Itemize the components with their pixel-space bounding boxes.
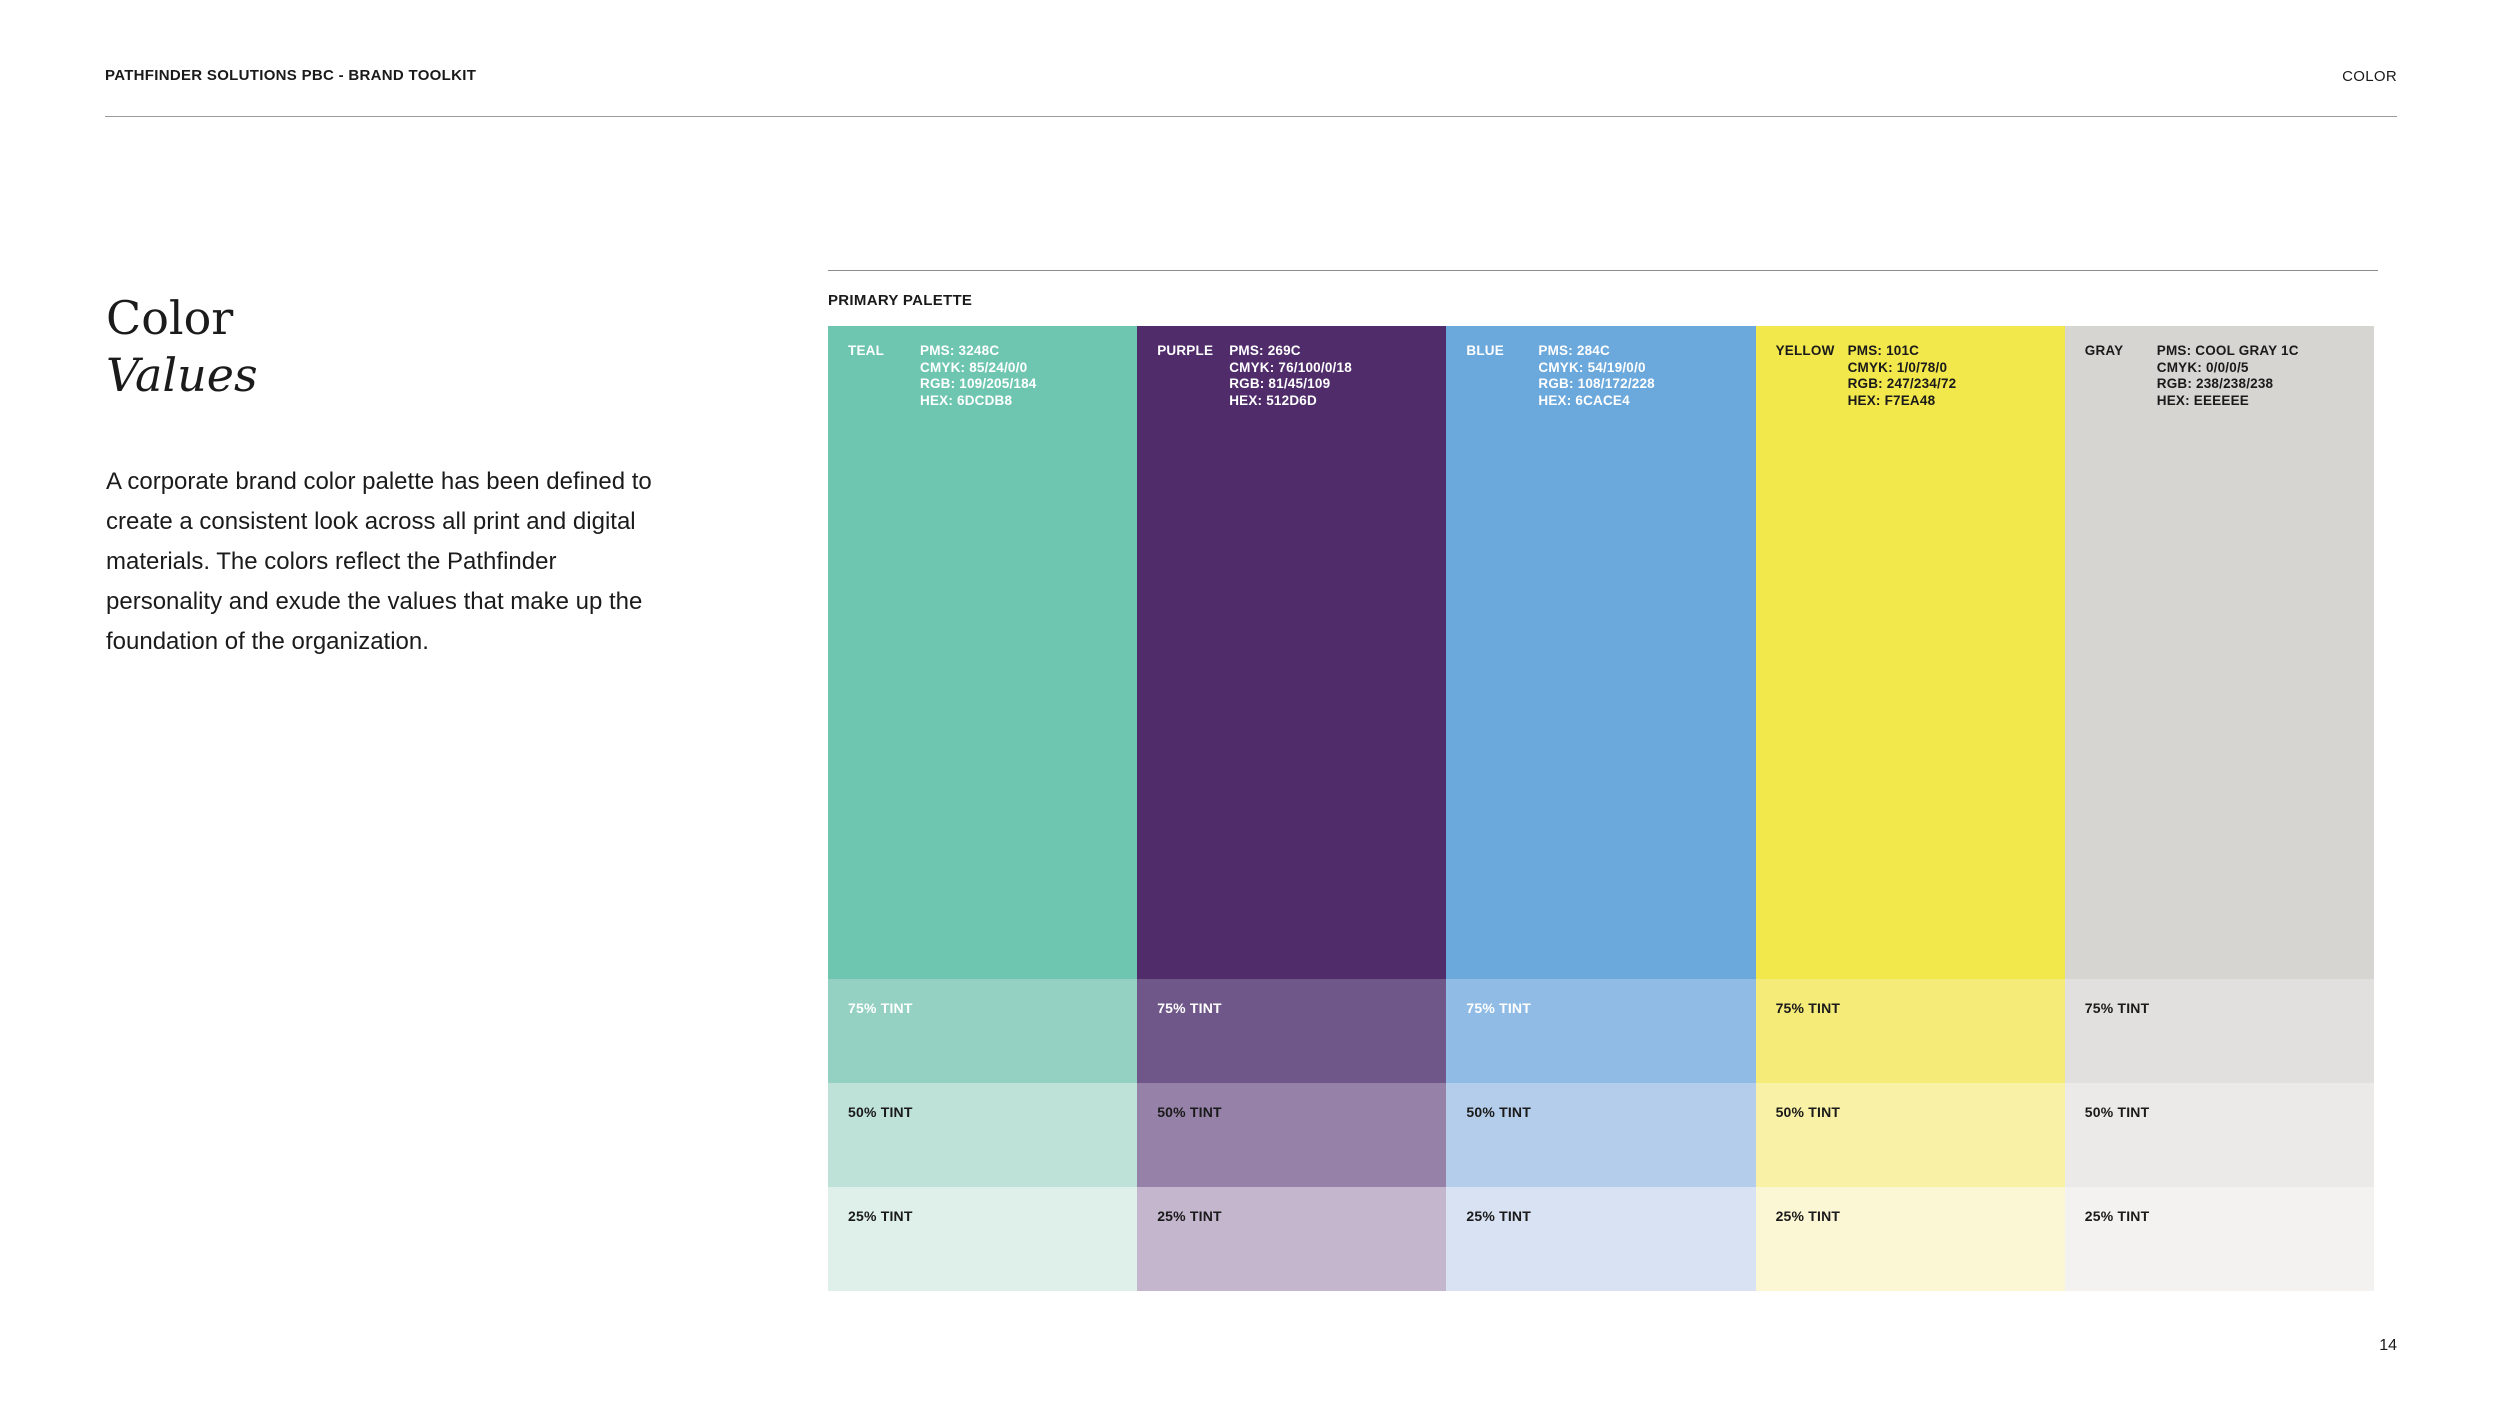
swatch-teal: TEAL PMS: 3248C CMYK: 85/24/0/0 RGB: 109… xyxy=(828,326,1138,979)
swatch-specs: PMS: 284C CMYK: 54/19/0/0 RGB: 108/172/2… xyxy=(1538,343,1655,979)
tint-row-75: 75% TINT xyxy=(1446,979,1756,1083)
palette-heading: PRIMARY PALETTE xyxy=(828,292,973,309)
tint-row-25: 25% TINT xyxy=(1755,1187,2065,1291)
swatch-blue: BLUE PMS: 284C CMYK: 54/19/0/0 RGB: 108/… xyxy=(1446,326,1756,979)
page-title-line1: Color xyxy=(106,291,234,345)
swatch-specs: PMS: COOL GRAY 1C CMYK: 0/0/0/5 RGB: 238… xyxy=(2157,343,2299,979)
swatch-rgb: RGB: 238/238/238 xyxy=(2156,376,2274,391)
swatch-column-blue: BLUE PMS: 284C CMYK: 54/19/0/0 RGB: 108/… xyxy=(1446,326,1756,1291)
swatch-rgb: RGB: 81/45/109 xyxy=(1229,376,1331,391)
swatch-name: PURPLE xyxy=(1157,343,1214,358)
tint-row-25: 25% TINT xyxy=(1446,1187,1756,1291)
swatch-rgb: RGB: 109/205/184 xyxy=(920,376,1037,391)
swatch-column-teal: TEAL PMS: 3248C CMYK: 85/24/0/0 RGB: 109… xyxy=(828,326,1138,1291)
tint-row-50: 50% TINT xyxy=(2064,1083,2374,1187)
swatch-specs: PMS: 101C CMYK: 1/0/78/0 RGB: 247/234/72… xyxy=(1848,343,1957,979)
primary-palette-grid: TEAL PMS: 3248C CMYK: 85/24/0/0 RGB: 109… xyxy=(828,326,2374,1291)
section-label: COLOR xyxy=(2342,68,2397,85)
swatch-pms: PMS: 269C xyxy=(1229,343,1301,358)
swatch-pms: PMS: COOL GRAY 1C xyxy=(2156,343,2299,358)
tint-row-25: 25% TINT xyxy=(2064,1187,2374,1291)
swatch-name: YELLOW xyxy=(1775,343,1835,358)
palette-divider xyxy=(828,270,2378,271)
tint-row-75: 75% TINT xyxy=(2064,979,2374,1083)
swatch-hex: HEX: 6DCDB8 xyxy=(920,392,1013,408)
tint-row-25: 25% TINT xyxy=(828,1187,1138,1291)
swatch-specs: PMS: 3248C CMYK: 85/24/0/0 RGB: 109/205/… xyxy=(920,343,1037,979)
tint-row-50: 50% TINT xyxy=(1446,1083,1756,1187)
tint-row-75: 75% TINT xyxy=(1137,979,1447,1083)
page-title-line2: Values xyxy=(106,348,258,402)
swatch-name: TEAL xyxy=(848,343,885,358)
swatch-rgb: RGB: 108/172/228 xyxy=(1538,376,1655,391)
swatch-column-gray: GRAY PMS: COOL GRAY 1C CMYK: 0/0/0/5 RGB… xyxy=(2064,326,2374,1291)
swatch-yellow: YELLOW PMS: 101C CMYK: 1/0/78/0 RGB: 247… xyxy=(1755,326,2065,979)
page-title: Color Values xyxy=(106,290,258,404)
tint-row-50: 50% TINT xyxy=(1755,1083,2065,1187)
swatch-cmyk: CMYK: 76/100/0/18 xyxy=(1229,359,1352,375)
swatch-hex: HEX: 512D6D xyxy=(1229,392,1317,408)
swatch-cmyk: CMYK: 54/19/0/0 xyxy=(1538,359,1646,375)
intro-paragraph: A corporate brand color palette has been… xyxy=(106,468,652,655)
swatch-purple: PURPLE PMS: 269C CMYK: 76/100/0/18 RGB: … xyxy=(1137,326,1447,979)
swatch-specs: PMS: 269C CMYK: 76/100/0/18 RGB: 81/45/1… xyxy=(1229,343,1352,979)
swatch-cmyk: CMYK: 85/24/0/0 xyxy=(920,359,1028,375)
swatch-pms: PMS: 101C xyxy=(1847,343,1920,358)
tint-row-75: 75% TINT xyxy=(1755,979,2065,1083)
tint-row-50: 50% TINT xyxy=(1137,1083,1447,1187)
header-divider xyxy=(105,116,2397,117)
tint-row-75: 75% TINT xyxy=(828,979,1138,1083)
swatch-hex: HEX: 6CACE4 xyxy=(1538,392,1630,408)
swatch-name: GRAY xyxy=(2084,343,2124,358)
swatch-column-yellow: YELLOW PMS: 101C CMYK: 1/0/78/0 RGB: 247… xyxy=(1755,326,2065,1291)
tint-row-50: 50% TINT xyxy=(828,1083,1138,1187)
swatch-gray: GRAY PMS: COOL GRAY 1C CMYK: 0/0/0/5 RGB… xyxy=(2064,326,2374,979)
swatch-cmyk: CMYK: 1/0/78/0 xyxy=(1847,359,1948,375)
swatch-column-purple: PURPLE PMS: 269C CMYK: 76/100/0/18 RGB: … xyxy=(1137,326,1447,1291)
tint-row-25: 25% TINT xyxy=(1137,1187,1447,1291)
swatch-name: BLUE xyxy=(1466,343,1504,358)
swatch-pms: PMS: 284C xyxy=(1538,343,1610,358)
swatch-hex: HEX: F7EA48 xyxy=(1847,392,1936,408)
document-title: PATHFINDER SOLUTIONS PBC - BRAND TOOLKIT xyxy=(105,67,477,84)
page-number: 14 xyxy=(2379,1337,2397,1354)
swatch-pms: PMS: 3248C xyxy=(920,343,1000,358)
swatch-hex: HEX: EEEEEE xyxy=(2156,392,2249,408)
swatch-cmyk: CMYK: 0/0/0/5 xyxy=(2156,359,2249,375)
swatch-rgb: RGB: 247/234/72 xyxy=(1847,376,1957,391)
